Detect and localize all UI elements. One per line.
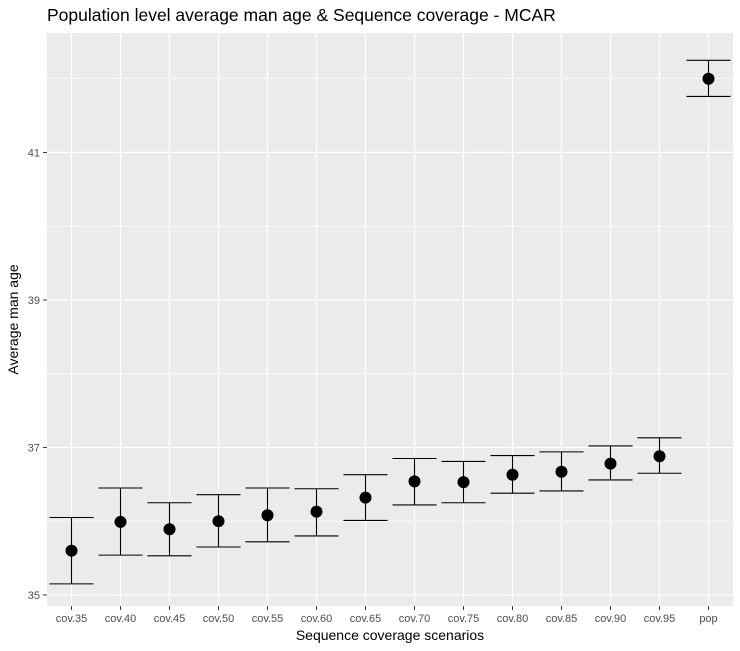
x-tick-label: cov.85 [546,613,578,625]
data-point [261,509,274,522]
plot-panel [47,33,733,606]
data-point [702,72,715,85]
x-tick-label: cov.60 [301,613,333,625]
y-tick-label: 37 [28,442,40,454]
x-tick-label: cov.90 [595,613,627,625]
y-axis-label: Average man age [5,264,21,374]
data-point [555,465,568,478]
y-axis-ticks: 35 37 39 41 [28,147,47,602]
data-point [653,450,666,463]
x-tick-label: pop [699,613,717,625]
x-axis-ticks: cov.35 cov.40 cov.45 cov.50 cov.55 cov.60 cov.… [56,606,718,625]
x-tick-label: cov.40 [105,613,137,625]
minor-gridlines [47,78,733,522]
x-tick-label: cov.75 [448,613,480,625]
y-tick-label: 39 [28,295,40,307]
data-point [114,515,127,528]
y-tick-label: 35 [28,590,40,602]
x-tick-label: cov.70 [399,613,431,625]
chart-title: Population level average man age & Seque… [47,5,556,25]
data-point [163,523,176,536]
error-bars [49,59,731,585]
data-point [310,505,323,518]
x-axis-label: Sequence coverage scenarios [296,627,484,643]
data-point [506,468,519,481]
x-tick-label: cov.35 [56,613,88,625]
x-tick-label: cov.45 [154,613,186,625]
x-tick-label: cov.95 [644,613,676,625]
data-point [65,544,78,557]
x-tick-label: cov.80 [497,613,529,625]
x-tick-label: cov.50 [203,613,235,625]
x-tick-label: cov.65 [350,613,382,625]
x-tick-label: cov.55 [252,613,284,625]
data-point [359,491,372,504]
data-points [65,72,715,557]
data-point [457,476,470,489]
data-point [408,475,421,488]
y-tick-label: 41 [28,147,40,159]
data-point [604,457,617,470]
data-point [212,515,225,528]
